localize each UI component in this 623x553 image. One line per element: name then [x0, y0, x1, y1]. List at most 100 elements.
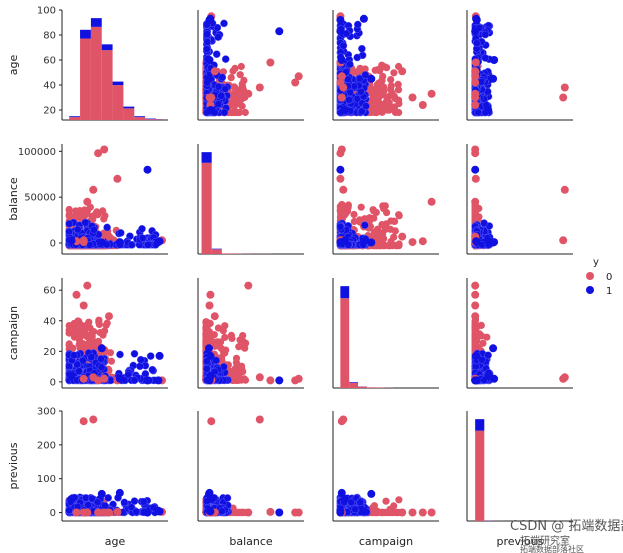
point-y1 — [202, 45, 211, 53]
hist-bar-1 — [145, 118, 156, 120]
point-outlier-y1 — [484, 236, 493, 245]
point-y0 — [227, 74, 235, 82]
point-y0 — [236, 71, 244, 79]
point-y1 — [472, 39, 481, 48]
point-outlier-y0 — [83, 281, 92, 290]
point-y0 — [228, 334, 236, 342]
point-y0 — [357, 203, 365, 211]
panel-campaign-vs-balance — [197, 278, 304, 389]
point-y0 — [95, 318, 103, 326]
point-y1 — [130, 349, 139, 358]
panel-age-vs-age — [61, 10, 168, 121]
point-outlier-y0 — [89, 373, 98, 382]
point-outlier-y0 — [100, 145, 109, 154]
point-y1 — [480, 219, 488, 227]
point-y0 — [390, 103, 399, 111]
point-y1 — [144, 240, 152, 249]
panel-campaign-vs-age — [61, 278, 168, 389]
point-outlier-y0 — [337, 72, 346, 81]
point-y1 — [218, 73, 227, 82]
point-y0 — [221, 333, 229, 341]
point-y0 — [374, 89, 382, 97]
point-y0 — [387, 76, 395, 84]
point-outlier-y0 — [336, 174, 345, 183]
point-outlier-y1 — [155, 351, 164, 360]
point-y1 — [148, 365, 157, 374]
point-y0 — [371, 66, 379, 74]
point-outlier-y0 — [559, 236, 568, 245]
point-y1 — [346, 60, 354, 69]
point-outlier-y1 — [275, 27, 284, 36]
point-y0 — [394, 80, 402, 88]
point-outlier-y0 — [427, 89, 436, 98]
point-outlier-y0 — [83, 197, 92, 206]
point-outlier-y0 — [100, 374, 109, 383]
point-y0 — [236, 96, 244, 104]
point-outlier-y1 — [336, 27, 345, 36]
point-outlier-y0 — [105, 232, 113, 241]
point-outlier-y0 — [471, 197, 480, 206]
point-outlier-y0 — [471, 58, 480, 67]
point-y1 — [360, 221, 369, 229]
point-y0 — [237, 365, 245, 373]
point-y1 — [214, 100, 223, 108]
point-outlier-y1 — [336, 238, 345, 247]
point-y0 — [384, 242, 392, 250]
point-y1 — [221, 55, 230, 63]
point-outlier-y1 — [472, 238, 481, 247]
point-outlier-y0 — [471, 67, 480, 76]
point-y0 — [101, 212, 109, 220]
hist-bar-0 — [80, 38, 91, 120]
hist-bar-0 — [101, 50, 113, 120]
point-outlier-y1 — [154, 238, 163, 247]
point-y1 — [130, 376, 139, 385]
point-y0 — [233, 108, 241, 117]
point-y0 — [65, 211, 73, 219]
point-y0 — [375, 241, 384, 250]
point-outlier-y1 — [337, 56, 346, 64]
point-y1 — [146, 352, 155, 360]
hist-bar-1 — [134, 116, 146, 118]
point-outlier-y0 — [79, 374, 88, 383]
hist-bar-0 — [134, 117, 146, 120]
point-y0 — [379, 72, 387, 80]
point-y1 — [336, 222, 345, 231]
hist-bar-1 — [201, 152, 212, 163]
point-y1 — [202, 364, 211, 373]
point-outlier-y1 — [205, 344, 213, 353]
point-y0 — [395, 212, 403, 220]
point-y1 — [65, 219, 73, 228]
hist-bar-0 — [69, 117, 81, 120]
point-outlier-y0 — [72, 290, 81, 299]
panel-balance-vs-previous — [466, 144, 573, 255]
point-outlier-y0 — [105, 312, 113, 321]
point-outlier-y0 — [339, 185, 348, 194]
point-y0 — [353, 68, 361, 76]
point-outlier-y0 — [244, 89, 253, 98]
point-outlier-y1 — [143, 376, 152, 385]
point-y1 — [362, 102, 370, 110]
point-outlier-y0 — [560, 185, 569, 194]
point-outlier-y1 — [205, 56, 214, 64]
panel-balance-vs-campaign — [332, 144, 439, 255]
point-outlier-y0 — [398, 67, 407, 76]
point-y0 — [238, 102, 246, 110]
point-y0 — [231, 89, 239, 97]
point-outlier-y1 — [115, 238, 124, 247]
point-y0 — [239, 84, 247, 92]
point-outlier-y0 — [427, 197, 436, 206]
point-outlier-y1 — [205, 74, 213, 83]
hist-bar-0 — [221, 253, 233, 254]
point-outlier-y1 — [275, 376, 284, 385]
point-outlier-y1 — [490, 56, 499, 64]
point-y1 — [220, 108, 229, 117]
point-y0 — [83, 332, 91, 341]
point-outlier-y0 — [210, 312, 219, 321]
point-y0 — [388, 89, 396, 97]
point-outlier-y0 — [266, 376, 275, 385]
point-y1 — [116, 350, 124, 359]
point-outlier-y0 — [418, 101, 427, 109]
point-outlier-y1 — [336, 16, 345, 24]
point-outlier-y0 — [113, 174, 122, 183]
